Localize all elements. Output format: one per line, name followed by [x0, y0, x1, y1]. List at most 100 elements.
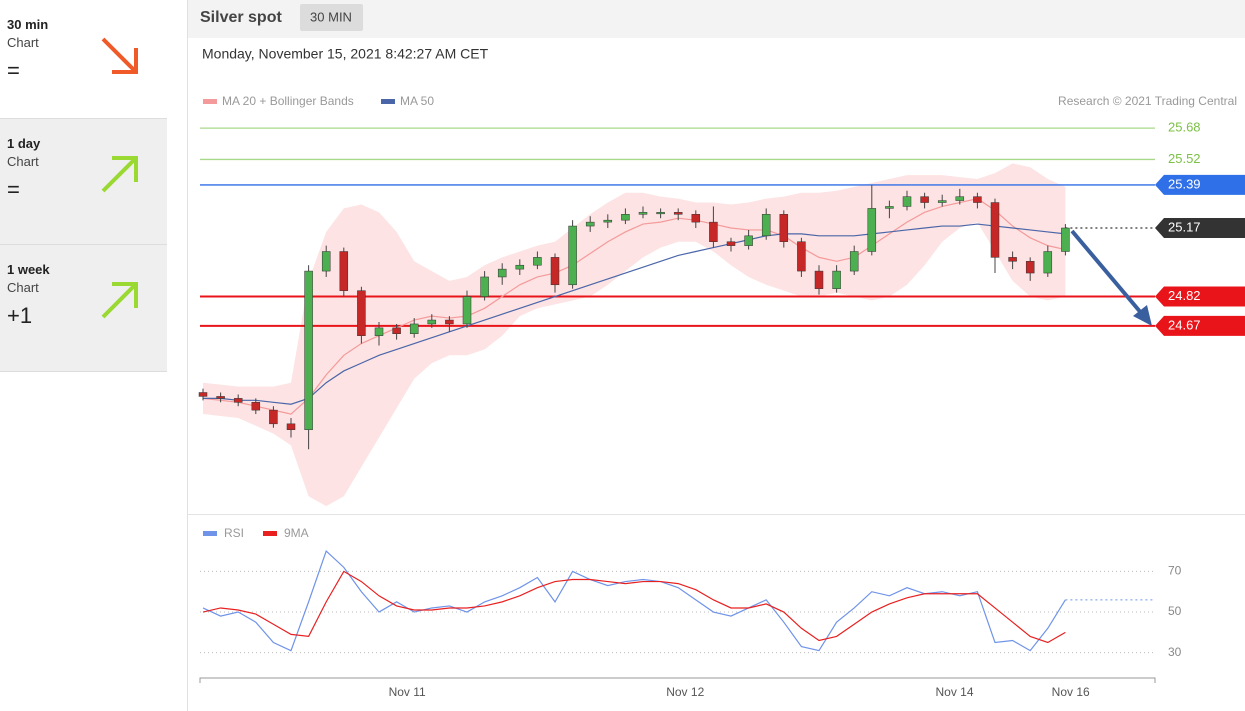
trend-arrow — [101, 37, 138, 74]
candle-body — [990, 202, 1000, 258]
bollinger-band — [203, 163, 1066, 507]
candle-body — [304, 270, 313, 430]
card-signal: = — [7, 58, 20, 83]
candle-body — [497, 268, 507, 278]
legend-swatch — [203, 99, 217, 104]
candle-body — [814, 270, 824, 289]
chart-panel: Silver spot 30 MIN Monday, November 15, … — [187, 0, 1245, 711]
candle-body — [726, 241, 736, 246]
candle-body — [1043, 251, 1053, 274]
trend-arrow — [101, 282, 138, 319]
legend-swatch — [263, 531, 277, 536]
y-tick-label: 70 — [1168, 564, 1182, 578]
candle-body — [480, 276, 489, 297]
y-tick-label: 50 — [1168, 604, 1182, 618]
candle-body — [1025, 261, 1035, 274]
candle-body — [409, 323, 419, 335]
x-tick-label: Nov 14 — [936, 685, 974, 699]
timeframe-card[interactable]: 1 day Chart = — [0, 119, 167, 245]
moving-average — [203, 223, 1066, 405]
level-tag — [1155, 174, 1245, 195]
candle-body — [973, 196, 982, 203]
card-signal: = — [7, 177, 20, 202]
candle-body — [867, 208, 877, 252]
trend-arrow — [101, 156, 138, 193]
indicator-line — [202, 570, 1066, 644]
instrument-title: Silver spot — [200, 9, 282, 26]
timeframe-card[interactable]: 1 week Chart +1 — [0, 245, 167, 372]
candle-body — [392, 327, 401, 334]
card-subtitle: Chart — [7, 154, 39, 169]
legend-label: RSI — [224, 526, 244, 540]
candle-body — [445, 319, 454, 325]
candle-body — [761, 214, 771, 237]
candle-body — [357, 290, 366, 336]
card-title: 30 min — [7, 17, 49, 32]
candle-body — [585, 221, 595, 227]
candle-body — [286, 423, 296, 430]
candle-body — [321, 251, 331, 272]
candle-body — [656, 212, 665, 215]
candle-body — [233, 398, 243, 403]
candle-body — [1008, 257, 1017, 262]
candle-body — [673, 212, 683, 215]
candle-body — [216, 396, 225, 399]
candle-body — [198, 392, 208, 397]
candle-body — [251, 402, 261, 411]
candle-body — [902, 196, 912, 207]
card-title: 1 day — [7, 136, 41, 151]
forecast-arrow — [1070, 229, 1152, 326]
candle-body — [885, 206, 894, 209]
candle-body — [955, 196, 965, 201]
candle-body — [462, 296, 472, 325]
x-tick-label: Nov 16 — [1052, 685, 1090, 699]
card-subtitle: Chart — [7, 280, 39, 295]
candle-body — [849, 251, 859, 272]
candle-body — [515, 264, 525, 270]
candle-body — [621, 214, 630, 221]
candle-body — [638, 212, 648, 215]
candle-body — [920, 196, 929, 203]
candle-body — [427, 319, 437, 325]
candle-body — [709, 221, 718, 242]
x-tick-label: Nov 12 — [666, 685, 704, 699]
indicator-line — [202, 550, 1066, 652]
level-label: 25.68 — [1168, 120, 1201, 135]
level-label: 24.67 — [1168, 317, 1201, 332]
candle-body — [797, 241, 806, 272]
candle-body — [1061, 227, 1070, 252]
legend-swatch — [203, 531, 217, 536]
candle-body — [779, 214, 789, 242]
legend-label: 9MA — [284, 526, 309, 540]
card-subtitle: Chart — [7, 35, 39, 50]
candle-body — [937, 200, 947, 203]
candle-body — [691, 214, 701, 223]
x-tick-label: Nov 11 — [389, 685, 426, 699]
moving-average — [202, 197, 1066, 415]
level-label: 25.17 — [1168, 219, 1201, 234]
credit: Research © 2021 Trading Central — [1058, 94, 1237, 108]
interval-badge-label: 30 MIN — [310, 9, 352, 24]
candle-body — [744, 235, 753, 246]
level-tag — [1155, 286, 1245, 307]
candle-body — [568, 225, 577, 286]
timeframe-card[interactable]: 30 min Chart = — [0, 0, 167, 119]
card-title: 1 week — [7, 262, 50, 277]
y-tick-label: 30 — [1168, 645, 1182, 659]
candle-body — [339, 251, 349, 291]
x-axis — [199, 677, 1156, 683]
level-label: 25.39 — [1168, 176, 1201, 191]
timestamp: Monday, November 15, 2021 8:42:27 AM CET — [202, 46, 489, 62]
level-tag — [1155, 315, 1245, 336]
candle-body — [269, 409, 278, 425]
header-bar — [187, 0, 1245, 38]
interval-badge[interactable] — [300, 4, 363, 31]
level-label: 25.52 — [1168, 151, 1201, 166]
level-tag — [1155, 218, 1245, 238]
candle-body — [533, 257, 542, 266]
legend-label: MA 20 + Bollinger Bands — [222, 94, 354, 108]
candle-body — [374, 327, 384, 336]
candle-body — [603, 219, 613, 223]
candle-body — [832, 270, 841, 289]
